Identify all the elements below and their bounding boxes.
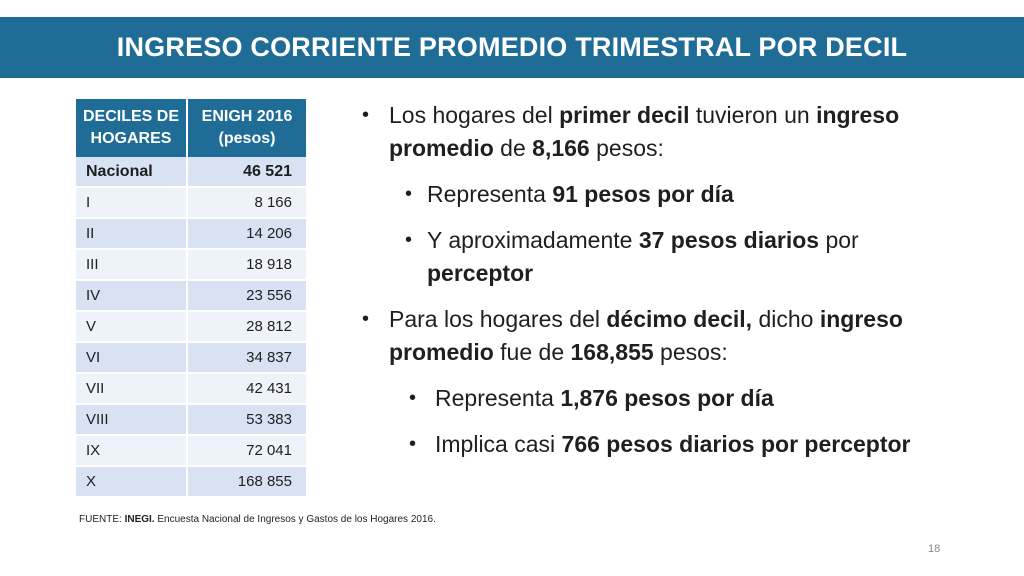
row-label: VII (76, 373, 188, 405)
bullet-text: por (819, 227, 859, 253)
bullet-text: Los hogares del (389, 102, 560, 128)
bullet-bold: 168,855 (570, 339, 654, 365)
bullet-bold: ingreso promedio (389, 102, 900, 161)
bullet-bold: 8,166 (532, 135, 590, 161)
bullet-bold: primer decil (559, 102, 690, 128)
bullet-dot-icon: • (405, 229, 413, 251)
bullet-decimo-perceptor: • Implica casi 766 pesos diarios por per… (362, 428, 962, 461)
row-value: 42 431 (187, 373, 306, 405)
page-number: 18 (928, 543, 941, 555)
table-row: III 18 918 (76, 249, 306, 281)
header-deciles-line1: DECILES DE (82, 108, 179, 125)
bullet-text: Para los hogares del (389, 306, 607, 332)
bullet-pesos-por-dia: • Representa 91 pesos por día (362, 178, 962, 211)
bullet-text: dicho (752, 306, 820, 332)
row-value: 72 041 (187, 435, 306, 467)
table-row: V 28 812 (76, 311, 306, 343)
table-row: IV 23 556 (76, 280, 306, 312)
bullet-bold: 91 pesos por día (552, 181, 734, 207)
row-value: 34 837 (187, 342, 306, 374)
table-row: Nacional 46 521 (76, 157, 306, 188)
row-value: 23 556 (187, 280, 306, 312)
row-label: VI (76, 342, 188, 374)
bullet-text: pesos: (653, 339, 728, 365)
row-label: Nacional (76, 157, 188, 188)
row-value: 14 206 (187, 218, 306, 250)
title-bar: INGRESO CORRIENTE PROMEDIO TRIMESTRAL PO… (0, 17, 1024, 78)
bullet-text: Implica casi (435, 431, 562, 457)
row-value: 18 918 (187, 249, 306, 281)
row-value: 8 166 (187, 187, 306, 219)
header-enigh: ENIGH 2016 (pesos) (187, 99, 306, 157)
table-header-row: DECILES DE HOGARES ENIGH 2016 (pesos) (76, 99, 306, 157)
bullet-dot-icon: • (409, 387, 417, 409)
source-note: FUENTE: INEGI. Encuesta Nacional de Ingr… (79, 514, 436, 525)
row-label: IV (76, 280, 188, 312)
bullet-decimo-por-dia: • Representa 1,876 pesos por día (362, 382, 962, 415)
row-label: I (76, 187, 188, 219)
source-prefix: FUENTE: (79, 514, 125, 525)
header-deciles-line2: HOGARES (90, 130, 172, 147)
bullet-bold: 37 pesos diarios (638, 227, 820, 253)
bullet-text: tuvieron un (689, 102, 817, 128)
bullet-primer-decil: • Los hogares del primer decil tuvieron … (362, 99, 962, 165)
bullet-dot-icon: • (362, 104, 370, 126)
bullet-list: • Los hogares del primer decil tuvieron … (362, 99, 962, 474)
row-value: 53 383 (187, 404, 306, 436)
bullet-decimo-decil: • Para los hogares del décimo decil, dic… (362, 303, 962, 369)
row-value: 28 812 (187, 311, 306, 343)
bullet-text: Y aproximadamente (427, 227, 639, 253)
row-label: VIII (76, 404, 188, 436)
bullet-pesos-perceptor: • Y aproximadamente 37 pesos diarios por… (362, 224, 962, 290)
row-value: 168 855 (187, 466, 306, 498)
bullet-text: de (493, 135, 533, 161)
row-label: V (76, 311, 188, 343)
deciles-table: DECILES DE HOGARES ENIGH 2016 (pesos) Na… (76, 99, 306, 498)
bullet-dot-icon: • (409, 433, 417, 455)
table-row: X 168 855 (76, 466, 306, 498)
header-enigh-line1: ENIGH 2016 (201, 108, 293, 125)
row-label: IX (76, 435, 188, 467)
row-label: II (76, 218, 188, 250)
table-row: I 8 166 (76, 187, 306, 219)
bullet-bold: décimo decil, (606, 306, 753, 332)
row-label: III (76, 249, 188, 281)
bullet-bold: perceptor (427, 260, 534, 286)
table-row: II 14 206 (76, 218, 306, 250)
header-enigh-line2: (pesos) (218, 130, 276, 147)
row-label: X (76, 466, 188, 498)
bullet-bold: 766 pesos diarios por perceptor (561, 431, 911, 457)
bullet-dot-icon: • (362, 308, 370, 330)
table-row: VIII 53 383 (76, 404, 306, 436)
row-value: 46 521 (187, 157, 306, 188)
bullet-dot-icon: • (405, 183, 413, 205)
header-deciles: DECILES DE HOGARES (76, 99, 188, 157)
bullet-text: Representa (427, 181, 553, 207)
source-text: Encuesta Nacional de Ingresos y Gastos d… (154, 514, 436, 525)
table-row: VI 34 837 (76, 342, 306, 374)
bullet-text: pesos: (589, 135, 664, 161)
slide-title: INGRESO CORRIENTE PROMEDIO TRIMESTRAL PO… (116, 32, 908, 62)
source-org: INEGI. (124, 514, 155, 525)
bullet-bold: 1,876 pesos por día (560, 385, 774, 411)
table-row: IX 72 041 (76, 435, 306, 467)
table-row: VII 42 431 (76, 373, 306, 405)
bullet-text: fue de (493, 339, 571, 365)
bullet-text: Representa (435, 385, 561, 411)
bullet-bold: ingreso promedio (389, 306, 903, 365)
